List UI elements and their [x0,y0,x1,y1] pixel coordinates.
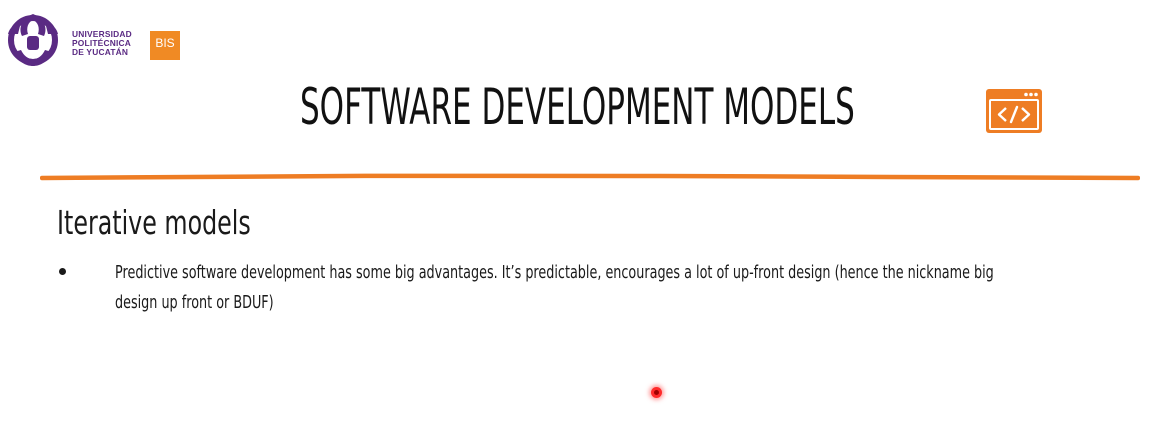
title-divider [40,173,1140,181]
bis-badge-label: BIS [155,36,175,50]
slide-title: SOFTWARE DEVELOPMENT MODELS [300,78,855,136]
section-heading: Iterative models [57,203,251,242]
university-logo: UNIVERSIDAD POLITÉCNICA DE YUCATÁN BIS [0,4,190,80]
university-name: UNIVERSIDAD POLITÉCNICA DE YUCATÁN [72,29,132,58]
bullet-text: Predictive software development has some… [115,262,994,313]
university-name-line-1: UNIVERSIDAD [72,29,132,39]
laser-pointer-cursor [651,387,662,398]
code-window-icon [986,89,1042,133]
bullet-marker [59,268,66,275]
bis-badge: BIS [150,31,180,60]
university-emblem-icon [8,14,58,66]
university-name-line-3: DE YUCATÁN [72,47,129,58]
university-name-line-2: POLITÉCNICA [72,38,131,49]
